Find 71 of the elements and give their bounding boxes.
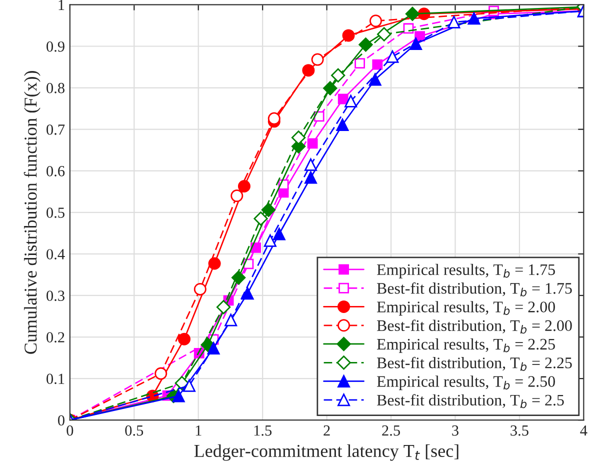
point xyxy=(331,68,346,82)
point xyxy=(231,270,246,285)
y-tick-label: 0.6 xyxy=(46,166,65,176)
x-tick-label: 1 xyxy=(196,425,202,436)
y-tick-label: 0.8 xyxy=(46,82,64,94)
x-axis-title: Ledger-commitment latency T$_{t}$ [sec] xyxy=(194,444,458,461)
point xyxy=(368,73,382,86)
legend-label: Empirical results, T$_{b}$ = 2.50 xyxy=(376,376,555,390)
point xyxy=(448,16,460,28)
point xyxy=(272,228,286,240)
legend-label: Empirical results, T$_{b}$ = 2.25 xyxy=(376,338,555,353)
point xyxy=(323,81,338,96)
y-tick-label: 0.2 xyxy=(46,332,64,343)
point xyxy=(386,50,399,63)
point xyxy=(342,29,355,42)
point xyxy=(302,64,315,77)
legend-label: Best-fit distribution, T$_{b}$ = 2.00 xyxy=(376,320,572,334)
y-axis-title: Cumulative distribution function (F(x)) xyxy=(24,71,40,354)
y-tick-label: 0.4 xyxy=(46,249,65,260)
legend-label: Empirical results, T$_{b}$ = 1.75 xyxy=(376,264,555,278)
point xyxy=(238,180,250,192)
y-tick-label: 1 xyxy=(58,0,64,10)
point xyxy=(304,171,317,184)
point xyxy=(369,14,382,28)
x-tick-label: 0.5 xyxy=(125,425,144,436)
legend-label: Best-fit distribution, T$_{b}$ = 2.5 xyxy=(376,394,564,408)
legend-label: Empirical results, T$_{b}$ = 2.00 xyxy=(376,301,555,316)
x-tick-label: 1.5 xyxy=(254,425,272,436)
point xyxy=(154,367,168,380)
point xyxy=(264,234,276,247)
y-tick-label: 0.9 xyxy=(46,41,64,52)
point xyxy=(304,158,317,171)
legend-label: Best-fit distribution, T$_{b}$ = 1.75 xyxy=(376,282,572,296)
y-tick-label: 0.5 xyxy=(46,208,64,218)
point xyxy=(307,138,318,149)
x-tick-label: 2 xyxy=(324,425,330,436)
x-tick-label: 3.5 xyxy=(510,425,528,436)
point xyxy=(403,23,414,34)
y-tick-label: 0.7 xyxy=(46,124,65,135)
point xyxy=(261,202,276,217)
point xyxy=(178,332,190,346)
x-tick-label: 4 xyxy=(580,425,588,436)
point xyxy=(268,112,280,125)
point xyxy=(207,342,220,354)
point xyxy=(358,38,373,52)
point xyxy=(372,59,383,70)
point xyxy=(172,390,185,402)
point xyxy=(291,130,306,145)
point xyxy=(254,212,268,226)
point xyxy=(230,190,244,202)
x-tick-label: 0 xyxy=(66,425,74,436)
point xyxy=(241,287,254,300)
y-tick-label: 0.3 xyxy=(46,290,64,301)
point xyxy=(377,27,392,42)
point xyxy=(344,94,358,108)
y-tick-label: 0 xyxy=(58,415,64,426)
point xyxy=(182,379,196,392)
y-tick-label: 0.1 xyxy=(46,374,64,384)
point xyxy=(338,94,348,104)
point xyxy=(405,6,420,21)
x-tick-label: 3 xyxy=(452,425,458,436)
point xyxy=(354,58,366,68)
point xyxy=(336,118,349,132)
point xyxy=(410,38,422,50)
point xyxy=(216,300,231,314)
point xyxy=(224,314,238,326)
x-tick-label: 2.5 xyxy=(382,425,400,436)
legend-label: Best-fit distribution, T$_{b}$ = 2.25 xyxy=(376,356,572,371)
point xyxy=(208,257,221,270)
point xyxy=(194,282,206,296)
point xyxy=(311,53,324,66)
